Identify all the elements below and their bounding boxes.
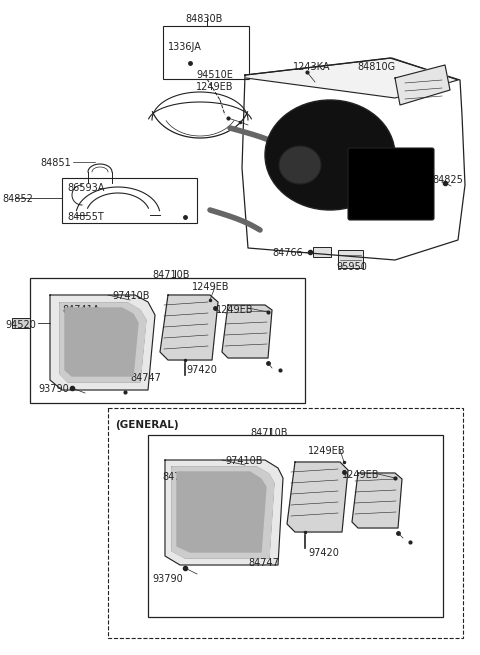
Polygon shape	[246, 58, 458, 98]
Text: 84851: 84851	[40, 158, 71, 168]
Polygon shape	[395, 65, 450, 105]
Polygon shape	[172, 467, 274, 558]
Ellipse shape	[265, 100, 395, 210]
Polygon shape	[50, 295, 155, 390]
Polygon shape	[222, 305, 272, 358]
Text: 84810G: 84810G	[357, 62, 395, 72]
Ellipse shape	[279, 146, 321, 184]
Text: 84710B: 84710B	[250, 428, 288, 438]
Text: 1249EB: 1249EB	[192, 282, 229, 292]
Text: 97410B: 97410B	[225, 456, 263, 466]
Bar	[62, 178, 197, 223]
Text: 94520: 94520	[5, 320, 36, 330]
Bar	[108, 408, 463, 638]
Text: 97420: 97420	[308, 548, 339, 558]
Bar	[338, 250, 363, 268]
Polygon shape	[60, 303, 146, 382]
Text: 97410B: 97410B	[112, 291, 149, 301]
Text: 93790: 93790	[152, 574, 183, 584]
Text: 1243KA: 1243KA	[293, 62, 331, 72]
Text: 84830B: 84830B	[185, 14, 222, 24]
Text: 84766: 84766	[272, 248, 303, 258]
Text: 97420: 97420	[186, 365, 217, 375]
Text: (GENERAL): (GENERAL)	[115, 420, 179, 430]
Polygon shape	[352, 473, 402, 528]
Text: 1336JA: 1336JA	[168, 42, 202, 52]
Bar	[12, 318, 30, 328]
FancyBboxPatch shape	[348, 148, 434, 220]
Bar	[163, 26, 249, 79]
Bar	[148, 435, 443, 617]
Text: 94510E: 94510E	[196, 70, 233, 80]
Polygon shape	[165, 460, 283, 565]
Polygon shape	[65, 308, 138, 376]
Bar	[30, 278, 305, 403]
Text: 86593A: 86593A	[67, 183, 104, 193]
Polygon shape	[287, 462, 348, 532]
Bar	[313, 247, 331, 257]
Text: 84852: 84852	[2, 194, 33, 204]
Text: 1249EB: 1249EB	[342, 470, 380, 480]
Text: 84855T: 84855T	[67, 212, 104, 222]
Text: 1249EB: 1249EB	[196, 82, 233, 92]
Text: 84741A: 84741A	[62, 305, 99, 315]
Text: 84747: 84747	[248, 558, 279, 568]
Text: 95950: 95950	[336, 262, 367, 272]
Polygon shape	[160, 295, 218, 360]
Text: 1249EB: 1249EB	[308, 446, 346, 456]
Text: 84710B: 84710B	[152, 270, 190, 280]
Text: 1249EB: 1249EB	[216, 305, 253, 315]
Text: 84741A: 84741A	[162, 472, 199, 482]
Text: 93790: 93790	[38, 384, 69, 394]
Polygon shape	[177, 472, 266, 552]
Text: 84825: 84825	[432, 175, 463, 185]
Text: 84747: 84747	[130, 373, 161, 383]
